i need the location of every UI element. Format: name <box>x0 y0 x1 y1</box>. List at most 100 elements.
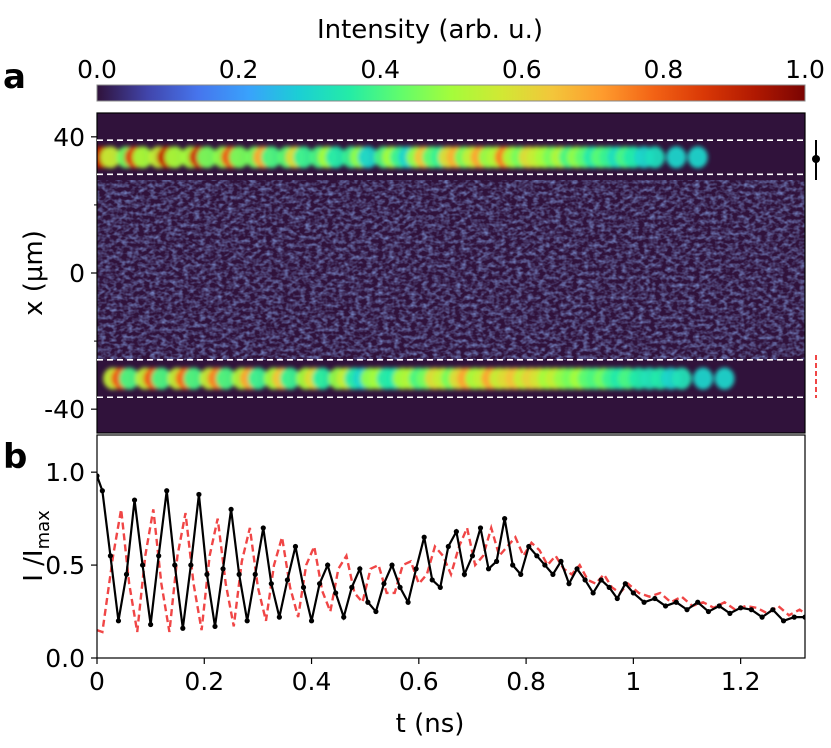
colorbar-tick-label: 1.0 <box>785 55 825 84</box>
data-point <box>268 581 274 587</box>
data-point <box>172 562 178 568</box>
data-point <box>99 488 105 494</box>
colorbar-tick-label: 0.8 <box>644 55 684 84</box>
panel-a-letter: a <box>3 57 26 97</box>
x-tick-label: 1 <box>625 667 641 696</box>
data-point <box>204 571 210 577</box>
colorbar-tick-label: 0.2 <box>219 55 259 84</box>
data-point <box>738 605 744 611</box>
band-marker-top <box>812 140 820 180</box>
data-point <box>244 618 250 624</box>
data-point <box>148 621 154 628</box>
data-point <box>598 577 604 583</box>
panel-a-y-ticks: 40 0 -40 <box>44 123 97 424</box>
panel-b-letter: b <box>3 437 27 477</box>
x-tick-label: 0 <box>89 667 105 696</box>
data-point <box>381 581 387 587</box>
data-point <box>493 558 500 564</box>
data-point <box>461 571 468 577</box>
data-point <box>236 571 242 577</box>
data-point <box>421 534 427 540</box>
colorbar-tick-label: 0.4 <box>360 55 400 84</box>
data-point <box>614 595 620 602</box>
data-point <box>196 491 202 498</box>
y-tick-label: 0.5 <box>45 551 85 580</box>
data-point <box>260 525 266 531</box>
data-point <box>526 543 532 550</box>
data-point <box>252 571 258 577</box>
data-point <box>684 607 690 613</box>
panel-b-x-ticks: 0 0.2 0.4 0.6 0.8 1 1.2 <box>89 658 761 696</box>
data-point <box>445 543 451 550</box>
y-tick-label: 0.0 <box>45 644 85 673</box>
series-line-red-dashed <box>97 509 805 634</box>
data-point <box>469 553 476 559</box>
data-point <box>727 610 733 617</box>
data-point <box>220 566 226 572</box>
data-point <box>429 577 435 583</box>
data-point <box>325 562 331 568</box>
panel-b-xlabel: t (ns) <box>396 709 465 739</box>
data-point <box>107 553 114 559</box>
data-point <box>622 581 628 587</box>
data-point <box>397 584 403 590</box>
data-point <box>212 623 218 630</box>
data-point <box>276 614 282 620</box>
data-point <box>582 577 588 583</box>
data-point <box>156 553 162 559</box>
band-boundaries <box>97 139 805 399</box>
data-point <box>652 595 658 602</box>
data-point <box>673 599 679 605</box>
data-point <box>566 581 572 587</box>
data-point <box>510 562 516 568</box>
data-point <box>477 525 484 531</box>
data-point <box>574 566 580 572</box>
data-point <box>791 614 797 620</box>
data-point <box>716 603 722 609</box>
panel-a-ylabel: x (µm) <box>19 230 49 316</box>
data-point <box>389 562 395 568</box>
data-point <box>164 488 170 494</box>
data-point <box>115 618 122 624</box>
data-point <box>341 614 347 620</box>
data-point <box>662 603 669 609</box>
data-point <box>333 590 339 596</box>
panel-b-y-ticks: 0.0 0.5 1.0 <box>45 458 97 673</box>
data-point <box>770 607 776 613</box>
data-point <box>308 618 315 624</box>
data-point <box>518 571 524 577</box>
data-point <box>316 581 323 587</box>
x-tick-label: 1.2 <box>721 667 761 696</box>
data-point <box>780 618 787 624</box>
data-point <box>292 543 299 550</box>
data-point <box>453 529 459 535</box>
data-point <box>284 577 291 583</box>
panel-a-heatmap <box>97 113 805 433</box>
data-point <box>188 562 194 568</box>
colorbar-label: Intensity (arb. u.) <box>317 15 543 45</box>
colorbar <box>96 84 806 102</box>
panel-b-plot <box>97 473 805 634</box>
data-point <box>550 571 556 577</box>
data-point <box>641 599 647 605</box>
data-point <box>357 566 363 572</box>
colorbar-tick-label: 0.0 <box>77 55 117 84</box>
data-point <box>606 584 612 590</box>
data-point <box>413 566 419 572</box>
data-point <box>123 571 130 577</box>
data-point <box>534 553 540 559</box>
x-tick-label: 0.2 <box>184 667 224 696</box>
data-point <box>630 590 636 596</box>
x-tick-label: 0.8 <box>506 667 546 696</box>
data-point <box>349 584 355 590</box>
data-point <box>131 497 138 503</box>
data-point <box>373 608 379 615</box>
data-point <box>695 599 701 605</box>
data-point <box>542 562 548 568</box>
data-point <box>139 562 146 568</box>
colorbar-tick-labels: 0.0 0.2 0.4 0.6 0.8 1.0 <box>77 55 825 84</box>
data-point <box>405 599 411 605</box>
data-point <box>748 607 754 613</box>
data-point <box>502 516 508 522</box>
